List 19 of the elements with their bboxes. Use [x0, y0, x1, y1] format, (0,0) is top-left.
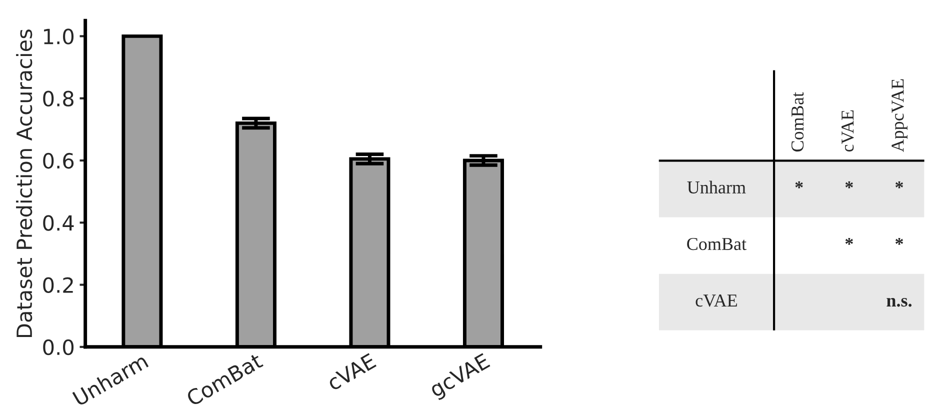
text: n.s.: [886, 298, 912, 307]
category-label: cVAE: [842, 110, 854, 152]
y-tick-label: 0.2: [43, 277, 73, 293]
y-tick-label: 0.8: [43, 90, 74, 107]
text: *: [795, 181, 803, 188]
category-label: ComBat: [687, 238, 746, 250]
y-tick-label: 0.0: [43, 339, 74, 356]
y-tick-label: 0.6: [43, 152, 74, 169]
category-label: AppcVAE: [892, 79, 908, 152]
category-label: ComBat: [791, 92, 804, 152]
category-label: Unharm: [687, 180, 746, 194]
text: *: [895, 238, 904, 245]
category-label: cVAE: [696, 294, 737, 307]
text: *: [845, 238, 853, 245]
text: *: [895, 181, 904, 188]
y-axis-title: Dataset Prediction Accuracies: [16, 30, 32, 338]
text: *: [845, 181, 853, 188]
y-tick-label: 0.4: [43, 215, 74, 231]
y-tick-label: 1.0: [44, 28, 74, 44]
